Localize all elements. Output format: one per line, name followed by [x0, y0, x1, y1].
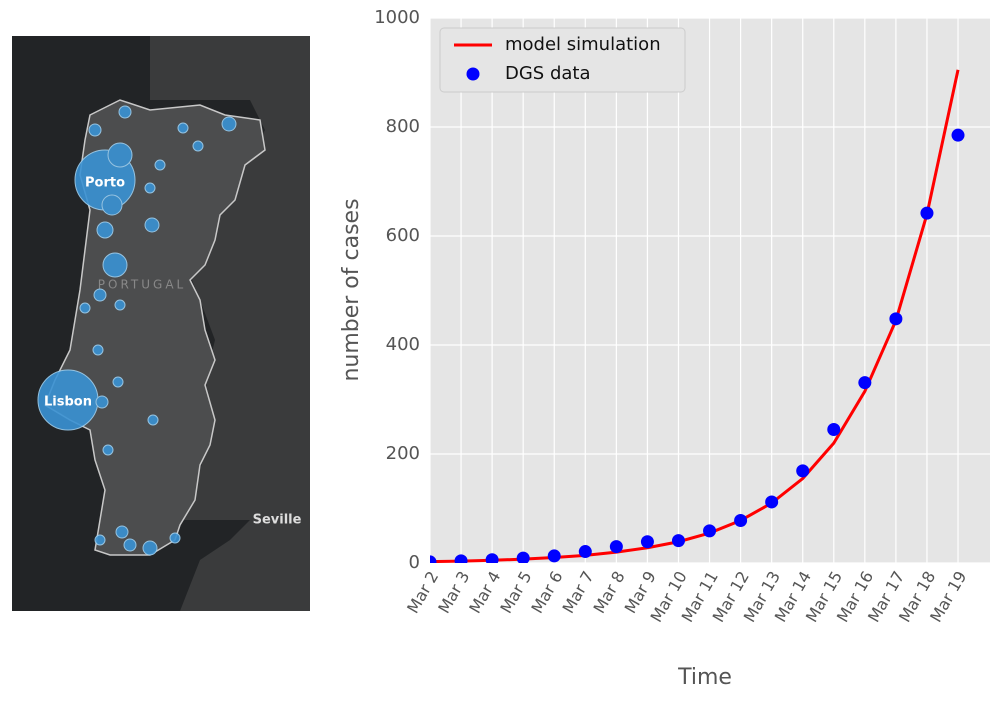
map-label: Seville: [253, 513, 302, 528]
data-point: [640, 535, 654, 549]
bubble: [118, 105, 132, 119]
data-point: [889, 312, 903, 326]
bubble: [96, 221, 114, 239]
data-point: [516, 551, 530, 563]
map-portugal: [44, 99, 266, 556]
data-point: [858, 376, 872, 390]
bubble: [144, 217, 160, 233]
legend-label: DGS data: [505, 63, 591, 84]
data-point: [920, 206, 934, 220]
bubble: [88, 123, 102, 137]
bubble: [93, 288, 107, 302]
bubble: [169, 532, 181, 544]
bubble: [102, 444, 114, 456]
data-point: [765, 495, 779, 509]
data-point: [547, 549, 561, 563]
y-axis-label: number of cases: [339, 198, 364, 381]
plot-series: [430, 69, 965, 563]
map-label: PORTUGAL: [98, 278, 186, 292]
bubble: [92, 344, 104, 356]
data-point: [454, 554, 468, 563]
bubble: [147, 414, 159, 426]
bubble: [192, 140, 204, 152]
map-label: Porto: [85, 176, 125, 191]
bubble: [112, 376, 124, 388]
bubble: [142, 540, 158, 556]
data-point: [609, 540, 623, 554]
bubble: [107, 142, 133, 168]
data-point: [796, 464, 810, 478]
data-point: [951, 128, 965, 142]
bubble: [177, 122, 189, 134]
data-point: [485, 553, 499, 563]
data-point: [703, 524, 717, 538]
y-tick-label: 400: [386, 334, 420, 355]
data-point: [578, 545, 592, 559]
map-bubbles: [37, 105, 237, 556]
x-axis-label: Time: [677, 665, 732, 690]
data-point: [671, 534, 685, 548]
y-tick-label: 600: [386, 225, 420, 246]
data-point: [827, 422, 841, 436]
bubble: [114, 299, 126, 311]
bubble: [95, 395, 109, 409]
bubble: [144, 182, 156, 194]
bubble: [221, 116, 237, 132]
bubble: [94, 534, 106, 546]
map-label: Lisbon: [44, 395, 92, 410]
bubble: [79, 302, 91, 314]
map-spain: [150, 36, 310, 611]
data-point: [734, 513, 748, 527]
bubble: [123, 538, 137, 552]
y-tick-label: 800: [386, 116, 420, 137]
y-tick-label: 0: [409, 552, 420, 573]
legend-label: model simulation: [505, 34, 661, 55]
legend-marker: [466, 67, 480, 81]
legend-box: [439, 27, 686, 93]
data-point: [430, 555, 437, 563]
bubble: [101, 194, 123, 216]
y-tick-label: 1000: [374, 7, 420, 28]
bubble: [115, 525, 129, 539]
bubble: [102, 252, 128, 278]
map: Porto Lisbon PORTUGAL Seville: [12, 36, 310, 611]
bubble: [154, 159, 166, 171]
y-tick-label: 200: [386, 443, 420, 464]
